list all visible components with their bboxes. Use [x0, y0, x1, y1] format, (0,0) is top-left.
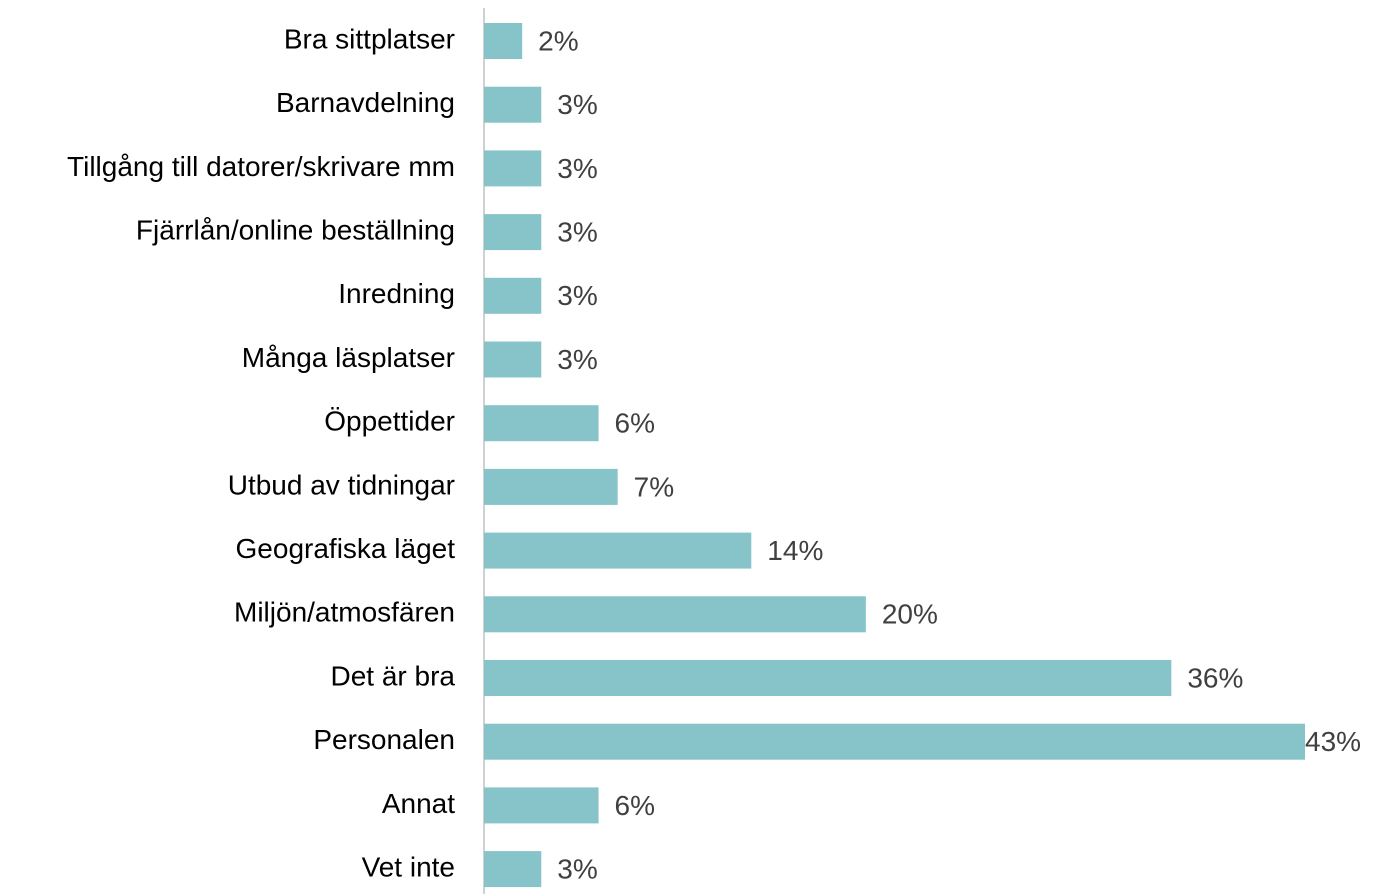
value-label: 3% — [557, 216, 597, 247]
category-label: Personalen — [313, 724, 455, 755]
bar — [484, 723, 1305, 760]
bar — [484, 277, 542, 314]
value-label: 3% — [557, 853, 597, 884]
bar — [484, 150, 542, 187]
bar — [484, 405, 599, 442]
bar — [484, 596, 866, 633]
value-label: 7% — [634, 471, 674, 502]
value-label: 2% — [538, 25, 578, 56]
bar — [484, 851, 542, 888]
value-label: 3% — [557, 344, 597, 375]
bar — [484, 532, 752, 569]
category-label: Många läsplatser — [242, 342, 455, 373]
category-label: Geografiska läget — [236, 533, 456, 564]
category-label: Fjärrlån/online beställning — [136, 214, 455, 245]
category-label: Inredning — [338, 278, 455, 309]
value-label: 3% — [557, 89, 597, 120]
category-label: Vet inte — [362, 851, 455, 882]
value-label: 3% — [557, 153, 597, 184]
category-label: Barnavdelning — [276, 87, 455, 118]
category-label: Bra sittplatser — [284, 23, 455, 54]
category-label: Annat — [382, 788, 455, 819]
value-label: 6% — [615, 408, 655, 439]
bar — [484, 660, 1172, 696]
category-label: Utbud av tidningar — [228, 469, 455, 500]
value-label: 20% — [882, 599, 938, 630]
bar — [484, 23, 523, 59]
bar — [484, 86, 542, 123]
bar — [484, 468, 618, 505]
value-label: 6% — [615, 790, 655, 821]
category-label: Öppettider — [324, 406, 455, 437]
value-label: 43% — [1305, 726, 1361, 757]
bar — [484, 341, 542, 378]
value-label: 36% — [1187, 662, 1243, 693]
category-label: Miljön/atmosfären — [234, 597, 455, 628]
value-label: 14% — [767, 535, 823, 566]
category-label: Tillgång till datorer/skrivare mm — [67, 151, 455, 182]
bar — [484, 787, 599, 824]
bar — [484, 214, 542, 251]
category-label: Det är bra — [331, 660, 456, 691]
value-label: 3% — [557, 280, 597, 311]
